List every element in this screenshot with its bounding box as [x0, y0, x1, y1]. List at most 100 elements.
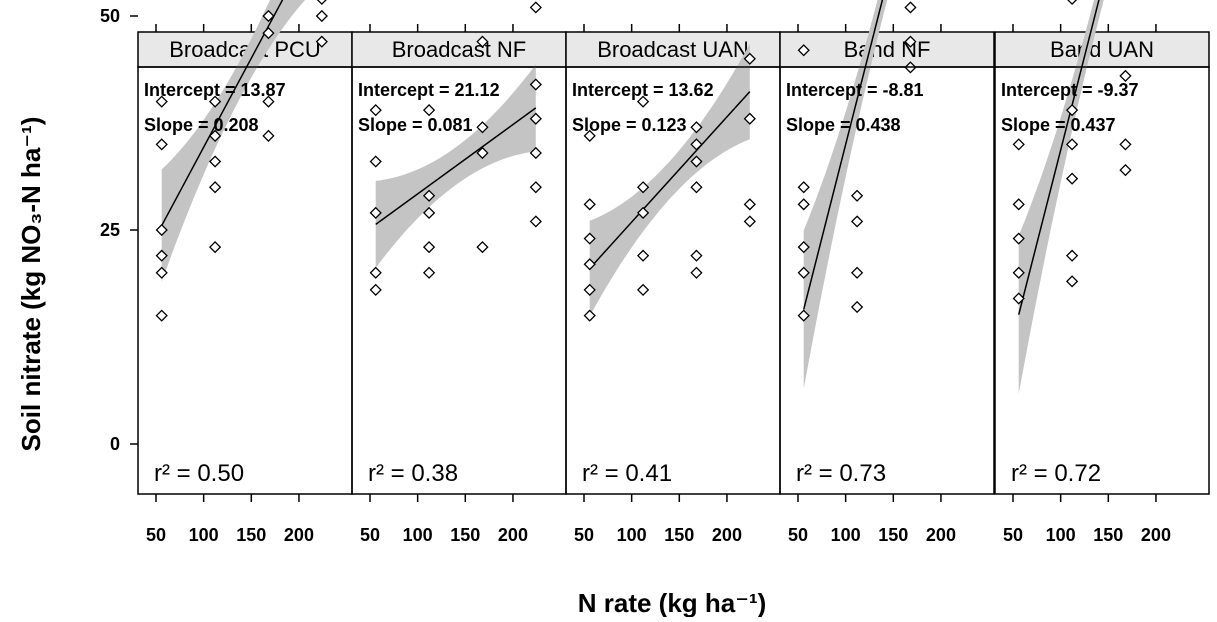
data-point: [262, 95, 275, 108]
data-point: [636, 95, 650, 108]
x-tick-label: 200: [1141, 525, 1171, 545]
data-point: [315, 35, 328, 48]
data-point: [1012, 292, 1025, 305]
intercept-label: Intercept = -9.37: [1001, 80, 1139, 100]
intercept-label: Intercept = -8.81: [786, 80, 924, 100]
data-point: [155, 266, 168, 279]
panel-2: Broadcast NF Intercept = 21.12 Slope = 0.0…: [351, 1, 567, 545]
data-point: [797, 44, 810, 57]
data-point: [690, 121, 703, 134]
panel-frame: [779, 66, 995, 495]
data-point: [369, 206, 382, 219]
data-point: [316, 0, 327, 5]
x-tick-label: 200: [712, 525, 742, 545]
y-axis-title: Soil nitrate (kg NO₃-N ha⁻¹): [16, 117, 46, 452]
slope-label: Slope = 0.438: [786, 115, 901, 135]
data-point: [476, 121, 489, 134]
x-tick-label: 150: [664, 525, 694, 545]
data-point: [636, 181, 650, 194]
data-point: [369, 104, 382, 117]
data-point: [369, 283, 382, 297]
r-squared-label: r² = 0.41: [582, 460, 672, 487]
panel-title: Broadcast NF: [392, 37, 527, 62]
slope-label: Slope = 0.123: [572, 115, 687, 135]
data-point: [1012, 266, 1025, 279]
panel-title: Broadcast UAN: [597, 37, 749, 62]
panel-title: Band UAN: [1050, 37, 1154, 62]
data-point: [529, 215, 542, 228]
data-point: [850, 300, 864, 314]
data-point: [583, 258, 596, 271]
x-tick-label: 200: [498, 525, 528, 545]
data-point: [1067, 0, 1078, 5]
data-point: [850, 189, 864, 202]
x-tick-label: 50: [574, 525, 594, 545]
data-point: [850, 215, 864, 228]
data-point: [155, 223, 168, 237]
data-point: [369, 266, 382, 279]
data-point: [422, 241, 436, 254]
x-tick-label: 150: [1093, 525, 1123, 545]
data-point: [1065, 172, 1079, 185]
data-point: [422, 266, 436, 279]
x-tick-label: 150: [878, 525, 908, 545]
confidence-band: [803, 0, 888, 389]
data-point: [262, 9, 275, 23]
data-point: [476, 241, 489, 254]
regression-line: [589, 91, 751, 269]
data-point: [636, 249, 650, 262]
data-point: [208, 181, 222, 194]
r-squared-label: r² = 0.73: [796, 460, 886, 487]
data-point: [690, 266, 703, 279]
slope-label: Slope = 0.208: [144, 115, 259, 135]
r-squared-label: r² = 0.72: [1011, 460, 1101, 487]
data-point: [690, 138, 703, 151]
regression-line: [375, 107, 537, 225]
y-tick-label: 50: [100, 6, 120, 26]
data-point: [315, 9, 328, 23]
data-point: [636, 206, 650, 219]
data-point: [208, 95, 222, 108]
x-tick-label: 100: [1046, 525, 1076, 545]
slope-label: Slope = 0.081: [358, 115, 473, 135]
data-point: [529, 146, 542, 160]
data-point: [529, 78, 542, 91]
data-point: [743, 215, 756, 228]
data-point: [1065, 275, 1079, 288]
data-point: [155, 95, 168, 108]
data-point: [904, 35, 917, 48]
y-axis: 0255075100125150175: [100, 6, 138, 454]
x-tick-label: 200: [284, 525, 314, 545]
intercept-label: Intercept = 13.62: [572, 80, 714, 100]
panel-strip: [994, 31, 1210, 68]
x-tick-label: 100: [189, 525, 219, 545]
regression-line: [802, 0, 884, 310]
data-point: [1012, 232, 1025, 245]
data-point: [529, 1, 542, 14]
intercept-label: Intercept = 21.12: [358, 80, 500, 100]
confidence-band: [1018, 0, 1104, 394]
data-point: [690, 181, 703, 194]
data-point: [529, 181, 542, 194]
data-point: [262, 129, 275, 142]
data-point: [369, 155, 382, 168]
data-point: [1119, 69, 1132, 83]
data-point: [1012, 198, 1025, 211]
y-tick-label: 0: [110, 434, 120, 454]
data-point: [743, 52, 756, 65]
x-tick-label: 150: [236, 525, 266, 545]
data-point: [743, 112, 756, 125]
panel-title: Band NF: [844, 37, 931, 62]
data-point: [1012, 138, 1025, 151]
data-point: [155, 138, 168, 151]
x-tick-label: 150: [450, 525, 480, 545]
data-point: [904, 1, 917, 14]
data-point: [583, 129, 596, 142]
data-point: [208, 241, 222, 254]
data-point: [208, 129, 222, 142]
x-tick-label: 50: [788, 525, 808, 545]
regression-line: [1017, 0, 1100, 315]
